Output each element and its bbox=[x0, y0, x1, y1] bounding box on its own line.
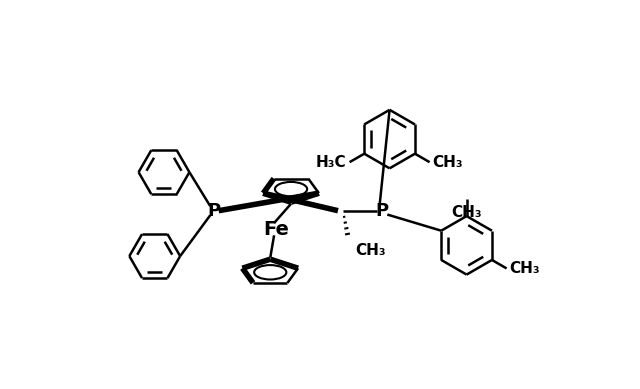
Text: P: P bbox=[375, 202, 388, 220]
Text: P: P bbox=[207, 202, 221, 220]
Text: Fe: Fe bbox=[264, 220, 289, 239]
Text: CH₃: CH₃ bbox=[509, 261, 540, 276]
Text: CH₃: CH₃ bbox=[451, 205, 482, 220]
Text: H₃C: H₃C bbox=[316, 155, 346, 170]
Text: CH₃: CH₃ bbox=[356, 243, 387, 258]
Text: CH₃: CH₃ bbox=[433, 155, 463, 170]
